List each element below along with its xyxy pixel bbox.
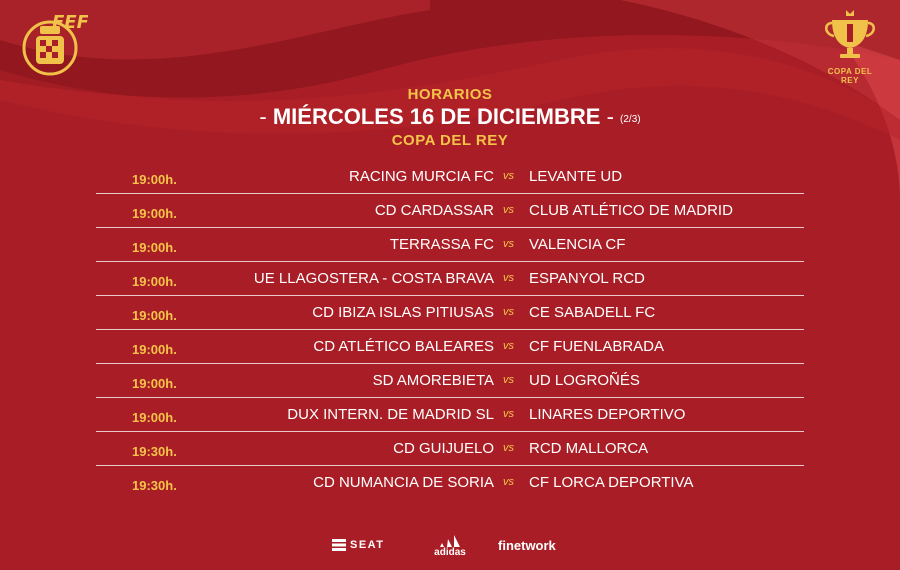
svg-text:FEF: FEF — [52, 12, 88, 33]
home-team: SD AMOREBIETA — [372, 372, 494, 389]
match-time: 19:00h. — [132, 376, 177, 391]
rfef-logo: FEF — [18, 8, 90, 80]
home-team: RACING MURCIA FC — [348, 168, 494, 185]
match-time: 19:00h. — [132, 410, 177, 425]
vs-label: vs — [503, 272, 514, 284]
sponsor-bar: SEAT adidas finetwork — [0, 535, 900, 561]
match-row: 19:30h. CD NUMANCIA DE SORIA vs CF LORCA… — [96, 466, 804, 499]
adidas-stripes-icon — [440, 535, 460, 547]
adidas-logo: adidas — [430, 535, 470, 558]
away-team: CLUB ATLÉTICO DE MADRID — [529, 202, 733, 219]
away-team: UD LOGROÑÉS — [529, 372, 640, 389]
adidas-text: adidas — [434, 547, 466, 558]
competition-name: COPA DEL REY — [391, 132, 509, 149]
away-team: LINARES DEPORTIVO — [529, 406, 686, 423]
vs-label: vs — [503, 476, 514, 488]
match-row: 19:00h. DUX INTERN. DE MADRID SL vs LINA… — [96, 398, 804, 432]
vs-label: vs — [503, 306, 514, 318]
away-team: VALENCIA CF — [529, 236, 626, 253]
page-indicator: (2/3) — [620, 114, 641, 125]
seat-logo: SEAT — [332, 539, 385, 552]
match-row: 19:00h. CD IBIZA ISLAS PITIUSAS vs CE SA… — [96, 296, 804, 330]
away-team: CE SABADELL FC — [529, 304, 656, 321]
trophy-icon — [825, 10, 875, 58]
match-date: MIÉRCOLES 16 DE DICIEMBRE — [272, 104, 601, 129]
home-team: UE LLAGOSTERA - COSTA BRAVA — [253, 270, 494, 287]
vs-label: vs — [503, 170, 514, 182]
match-time: 19:30h. — [132, 478, 177, 493]
vs-label: vs — [503, 340, 514, 352]
match-list: 19:00h. RACING MURCIA FC vs LEVANTE UD 1… — [96, 160, 804, 499]
match-row: 19:00h. UE LLAGOSTERA - COSTA BRAVA vs E… — [96, 262, 804, 296]
home-team: CD IBIZA ISLAS PITIUSAS — [312, 304, 494, 321]
seat-mark-icon — [332, 539, 346, 552]
schedule-label: HORARIOS — [407, 86, 493, 103]
away-team: CF FUENLABRADA — [529, 338, 665, 355]
home-team: CD ATLÉTICO BALEARES — [313, 338, 494, 355]
match-row: 19:00h. TERRASSA FC vs VALENCIA CF — [96, 228, 804, 262]
match-time: 19:30h. — [132, 444, 177, 459]
match-date-title: - MIÉRCOLES 16 DE DICIEMBRE - (2/3) — [0, 104, 900, 130]
away-team: ESPANYOL RCD — [529, 270, 645, 287]
away-team: LEVANTE UD — [529, 168, 623, 185]
dash-left: - — [259, 104, 267, 129]
home-team: CD NUMANCIA DE SORIA — [313, 474, 494, 491]
home-team: CD CARDASSAR — [374, 202, 494, 219]
finetwork-logo: finetwork — [498, 538, 556, 553]
vs-label: vs — [503, 442, 514, 454]
copa-logo-text: COPA DEL REY — [827, 67, 873, 85]
match-row: 19:00h. RACING MURCIA FC vs LEVANTE UD — [96, 160, 804, 194]
seat-text: SEAT — [350, 539, 385, 551]
match-row: 19:00h. CD CARDASSAR vs CLUB ATLÉTICO DE… — [96, 194, 804, 228]
schedule-header: HORARIOS - MIÉRCOLES 16 DE DICIEMBRE - (… — [0, 86, 900, 149]
home-team: DUX INTERN. DE MADRID SL — [287, 406, 494, 423]
match-time: 19:00h. — [132, 206, 177, 221]
copa-del-rey-logo: COPA DEL REY — [818, 8, 882, 85]
home-team: TERRASSA FC — [389, 236, 494, 253]
vs-label: vs — [503, 408, 514, 420]
match-time: 19:00h. — [132, 172, 177, 187]
match-time: 19:00h. — [132, 240, 177, 255]
match-time: 19:00h. — [132, 308, 177, 323]
vs-label: vs — [503, 374, 514, 386]
match-row: 19:30h. CD GUIJUELO vs RCD MALLORCA — [96, 432, 804, 466]
vs-label: vs — [503, 238, 514, 250]
away-team: RCD MALLORCA — [529, 440, 649, 457]
dash-right: - — [606, 104, 614, 129]
match-time: 19:00h. — [132, 342, 177, 357]
match-time: 19:00h. — [132, 274, 177, 289]
vs-label: vs — [503, 204, 514, 216]
match-row: 19:00h. CD ATLÉTICO BALEARES vs CF FUENL… — [96, 330, 804, 364]
match-row: 19:00h. SD AMOREBIETA vs UD LOGROÑÉS — [96, 364, 804, 398]
away-team: CF LORCA DEPORTIVA — [529, 474, 694, 491]
home-team: CD GUIJUELO — [393, 440, 494, 457]
